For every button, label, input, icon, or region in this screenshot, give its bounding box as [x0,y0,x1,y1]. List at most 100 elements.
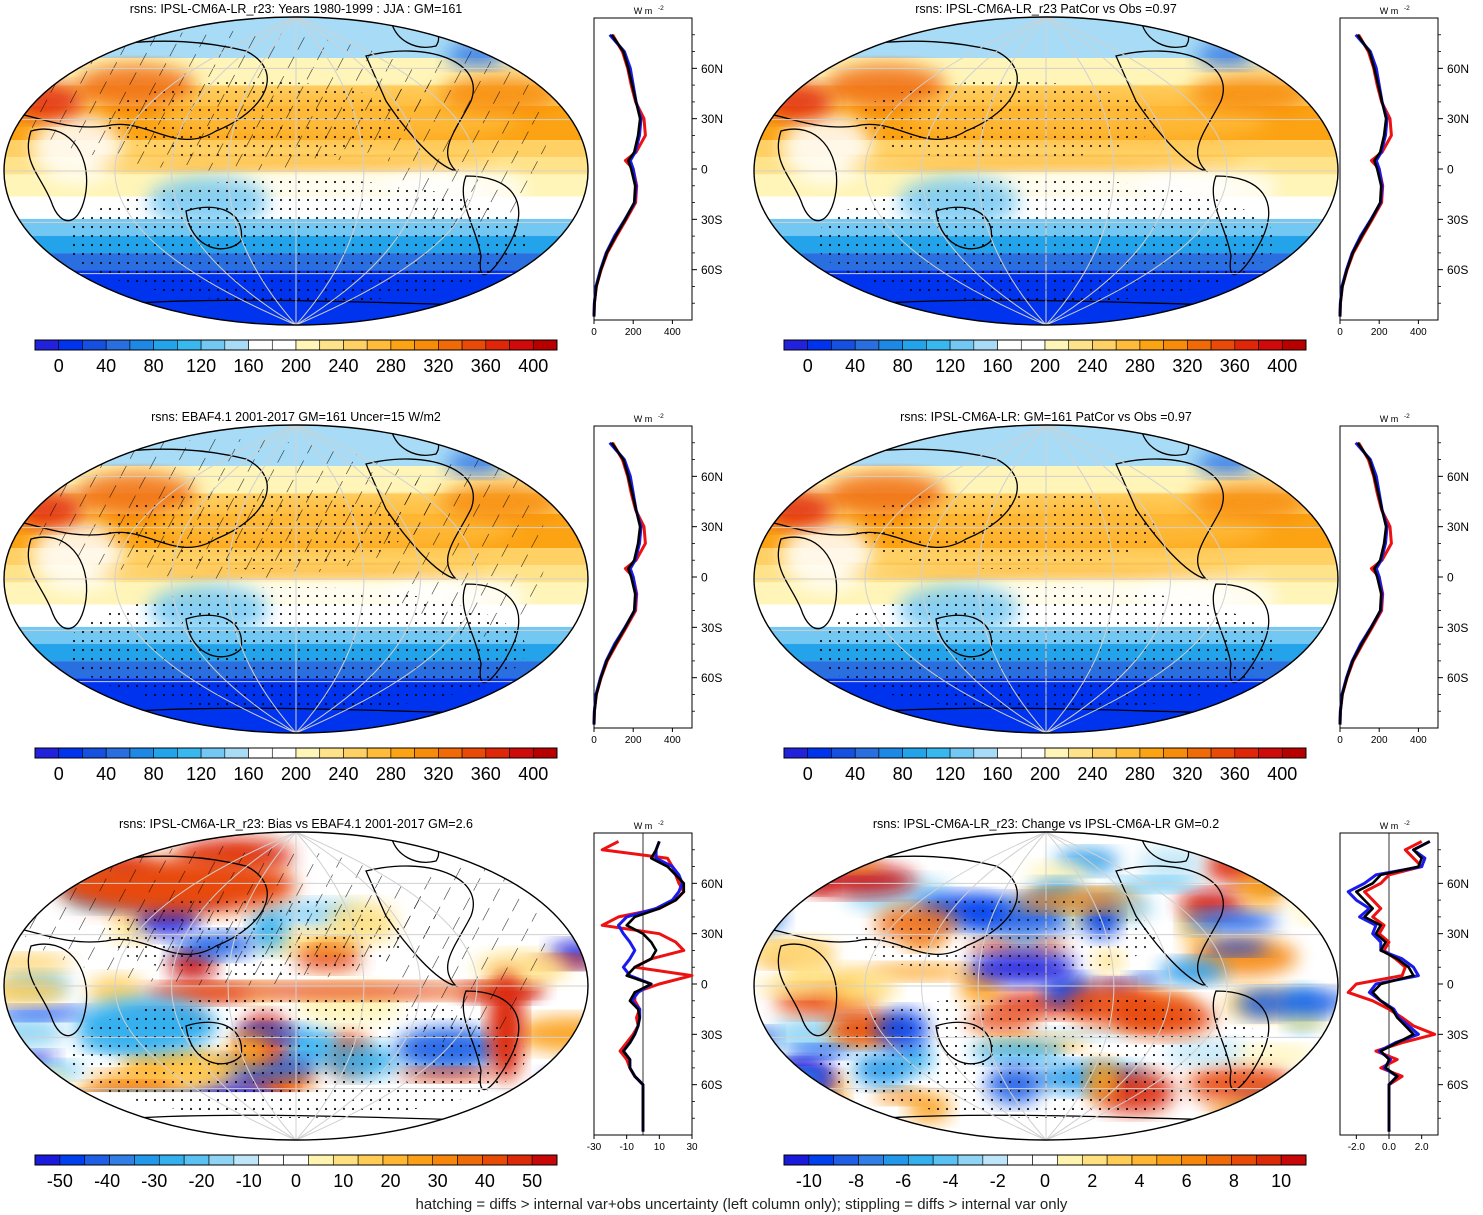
colorbar-tick-label: 360 [1220,356,1250,376]
colorbar-swatch [248,339,273,351]
colorbar-swatch [957,1154,984,1166]
zonal-frame [1339,425,1439,729]
zonal-x-tick-label: 200 [625,735,642,746]
map-gridline-lon [171,832,297,1140]
panel-4: rsns: IPSL-CM6A-LR: GM=161 PatCor vs Obs… [753,410,1469,784]
colorbar-swatch [366,747,392,759]
colorbar-tick-label: 0 [803,764,813,784]
map-gridline-lon [295,832,478,1140]
map-gridline-lon [1045,17,1115,325]
colorbar-swatch [1115,339,1141,351]
colorbar-tick-label: 240 [1077,764,1107,784]
zonal-units-exponent: -2 [1404,5,1410,12]
colorbar-swatch [153,339,178,351]
colorbar-tick-label: -8 [848,1171,864,1191]
map-gridline-lon [295,425,478,733]
zonal-x-tick-label: 200 [1371,735,1388,746]
map-gridline-lon [227,425,297,733]
colorbar-swatch [783,747,809,759]
colorbar-swatch [1163,747,1188,759]
zonal-series-line [1338,34,1388,317]
zonal-lat-tick-label: 60S [701,1078,722,1092]
colorbar-swatch [208,1154,235,1166]
colorbar-tick-label: 280 [1125,356,1155,376]
colorbar-swatch [34,1154,61,1166]
colorbar-swatch [902,747,927,759]
colorbar-swatch [343,747,368,759]
colorbar-swatch [1020,747,1046,759]
zonal-lat-tick-label: 30S [701,1028,722,1042]
colorbar-tick-label: 0 [1040,1171,1050,1191]
colorbar-tick-label: 200 [281,764,311,784]
zonal-series-line [1338,442,1388,725]
zonal-series-line [1355,840,1431,1132]
colorbar-swatch [878,747,903,759]
zonal-x-tick-label: 400 [1410,327,1427,338]
map-gridline-lon [864,832,1047,1140]
colorbar-tick-label: 10 [333,1171,353,1191]
colorbar-swatch [308,1154,334,1166]
colorbar-swatch [858,1154,884,1166]
map-gridline-lon [1045,832,1171,1140]
colorbar-swatch [1210,747,1236,759]
colorbar-swatch [982,1154,1009,1166]
zonal-lat-tick-label: 30S [1447,213,1468,227]
colorbar-swatch [949,339,975,351]
colorbar-swatch [1231,1154,1257,1166]
colorbar-swatch [366,339,392,351]
panel-title: rsns: IPSL-CM6A-LR_r23: Years 1980-1999 … [130,2,463,16]
panel-2: rsns: IPSL-CM6A-LR_r23 PatCor vs Obs =0.… [753,2,1469,376]
zonal-x-tick-label: 30 [686,1142,698,1153]
map-anomaly-blob [515,1016,588,1052]
colorbar-swatch [1139,339,1164,351]
colorbar-swatch [783,339,809,351]
zonal-series-line [622,840,686,1132]
map-anomaly-blob [1185,910,1278,934]
colorbar-swatch [854,747,880,759]
colorbar-tick-label: 400 [518,764,548,784]
colorbar-swatch [432,1154,458,1166]
colorbar-tick-label: -30 [141,1171,167,1191]
colorbar-tick-label: 80 [144,764,164,784]
colorbar-swatch [1281,339,1307,351]
colorbar-tick-label: 200 [1030,356,1060,376]
map-anomaly-blob [4,976,67,1005]
colorbar-swatch [932,1154,959,1166]
colorbar-swatch [532,747,558,759]
zonal-lat-tick-label: 60N [701,62,723,76]
map-anomaly-blob [4,1083,35,1103]
colorbar-swatch [1106,1154,1133,1166]
map-gridline-lon [295,17,365,325]
map-anomaly-blob [1190,74,1311,114]
map-border [753,831,1339,1141]
colorbar-swatch [1255,1154,1282,1166]
colorbar-swatch [1156,1154,1183,1166]
zonal-frame [593,17,693,321]
colorbar-tick-label: 4 [1134,1171,1144,1191]
map-anomaly-blob [1208,1100,1312,1124]
colorbar-tick-label: 360 [471,764,501,784]
colorbar-swatch [34,339,60,351]
map-anomaly-blob [754,1108,845,1122]
colorbar-tick-label: 160 [234,764,264,784]
colorbar-tick-label: 40 [845,356,865,376]
colorbar-tick-label: 200 [281,356,311,376]
map-gridline-lon [114,17,297,325]
map-gridline-lon [1045,832,1228,1140]
colorbar-tick-label: -10 [796,1171,822,1191]
colorbar-swatch [506,1154,533,1166]
map-anomaly-blob [754,1087,800,1113]
map-anomaly-blob [1137,845,1205,883]
colorbar-swatch [224,747,249,759]
colorbar-tick-label: 360 [1220,764,1250,784]
zonal-x-tick-label: -30 [587,1142,602,1153]
colorbar-tick-label: -40 [94,1171,120,1191]
zonal-units-label: W m [1380,6,1399,16]
zonal-lat-tick-label: 30N [1447,520,1469,534]
map-border [3,424,589,734]
colorbar-swatch [1081,1154,1108,1166]
map-anomaly-blob [776,1069,823,1089]
colorbar-swatch [509,747,534,759]
zonal-lat-tick-label: 60N [701,470,723,484]
colorbar-tick-label: 160 [983,356,1013,376]
